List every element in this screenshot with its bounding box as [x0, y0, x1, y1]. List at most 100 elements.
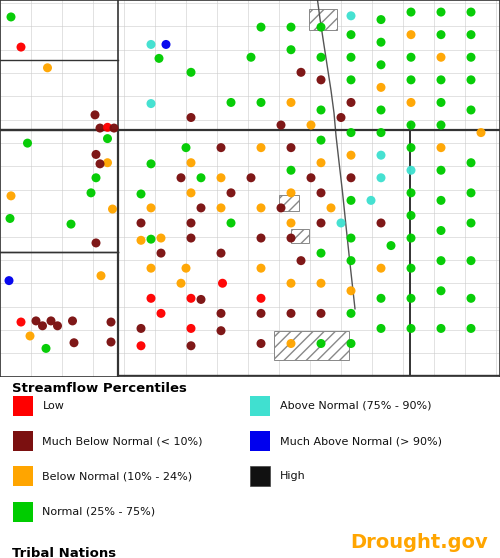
Point — [147, 264, 155, 273]
Point — [107, 338, 115, 347]
Point — [257, 339, 265, 348]
Point — [437, 226, 445, 235]
Point — [257, 309, 265, 318]
Point — [92, 150, 100, 159]
Point — [317, 136, 325, 145]
Point — [257, 264, 265, 273]
Point — [187, 234, 195, 243]
Point — [257, 143, 265, 152]
Point — [437, 8, 445, 17]
Point — [407, 264, 415, 273]
Point — [92, 174, 100, 182]
Point — [137, 219, 145, 228]
Point — [217, 143, 225, 152]
Point — [377, 60, 385, 69]
Point — [437, 286, 445, 295]
Point — [407, 75, 415, 84]
Point — [337, 113, 345, 122]
Point — [147, 204, 155, 213]
Text: Much Above Normal (> 90%): Much Above Normal (> 90%) — [280, 436, 442, 446]
Point — [54, 321, 62, 330]
Point — [377, 294, 385, 303]
Point — [104, 123, 112, 132]
Point — [24, 139, 32, 148]
Point — [42, 344, 50, 353]
Point — [147, 294, 155, 303]
Point — [287, 234, 295, 243]
Point — [287, 309, 295, 318]
Point — [347, 30, 355, 39]
Point — [377, 83, 385, 92]
Point — [67, 220, 75, 229]
Point — [377, 105, 385, 114]
Bar — [309, 9, 336, 30]
Point — [407, 234, 415, 243]
Point — [197, 204, 205, 213]
Point — [162, 40, 170, 49]
Point — [217, 326, 225, 335]
Text: Streamflow Percentiles: Streamflow Percentiles — [12, 382, 188, 395]
Point — [467, 105, 475, 114]
Point — [187, 341, 195, 350]
Text: Tribal Nations: Tribal Nations — [12, 547, 117, 558]
Point — [407, 324, 415, 333]
Point — [287, 339, 295, 348]
Point — [317, 158, 325, 167]
Point — [287, 219, 295, 228]
Point — [247, 53, 255, 62]
Bar — [12, 431, 32, 451]
Point — [277, 121, 285, 129]
Point — [367, 196, 375, 205]
Point — [187, 324, 195, 333]
Point — [287, 166, 295, 175]
Point — [377, 219, 385, 228]
Text: Drought.gov: Drought.gov — [350, 533, 488, 552]
Point — [257, 294, 265, 303]
Point — [437, 143, 445, 152]
Point — [407, 121, 415, 129]
Point — [317, 219, 325, 228]
Point — [437, 75, 445, 84]
Point — [407, 166, 415, 175]
Point — [377, 324, 385, 333]
Text: Low: Low — [42, 401, 64, 411]
Point — [467, 189, 475, 198]
Point — [317, 189, 325, 198]
Point — [110, 124, 118, 133]
Point — [227, 219, 235, 228]
Point — [287, 143, 295, 152]
Point — [137, 341, 145, 350]
Bar — [250, 466, 270, 487]
Point — [257, 204, 265, 213]
Bar — [250, 396, 270, 416]
Point — [7, 12, 15, 21]
Point — [317, 339, 325, 348]
Point — [467, 158, 475, 167]
Point — [157, 309, 165, 318]
Point — [177, 279, 185, 288]
Point — [32, 316, 40, 325]
Point — [182, 143, 190, 152]
Point — [197, 174, 205, 182]
Point — [197, 295, 205, 304]
Point — [407, 211, 415, 220]
Point — [44, 64, 52, 73]
Point — [377, 38, 385, 47]
Point — [347, 196, 355, 205]
Point — [155, 54, 163, 63]
Point — [317, 309, 325, 318]
Text: Much Below Normal (< 10%): Much Below Normal (< 10%) — [42, 436, 203, 446]
Point — [182, 264, 190, 273]
Bar — [291, 229, 308, 243]
Text: Below Normal (10% - 24%): Below Normal (10% - 24%) — [42, 472, 192, 482]
Bar — [250, 431, 270, 451]
Text: Above Normal (75% - 90%): Above Normal (75% - 90%) — [280, 401, 432, 411]
Point — [347, 11, 355, 20]
Point — [407, 143, 415, 152]
Point — [147, 99, 155, 108]
Point — [317, 279, 325, 288]
Point — [347, 339, 355, 348]
Point — [437, 121, 445, 129]
Point — [467, 30, 475, 39]
Point — [277, 204, 285, 213]
